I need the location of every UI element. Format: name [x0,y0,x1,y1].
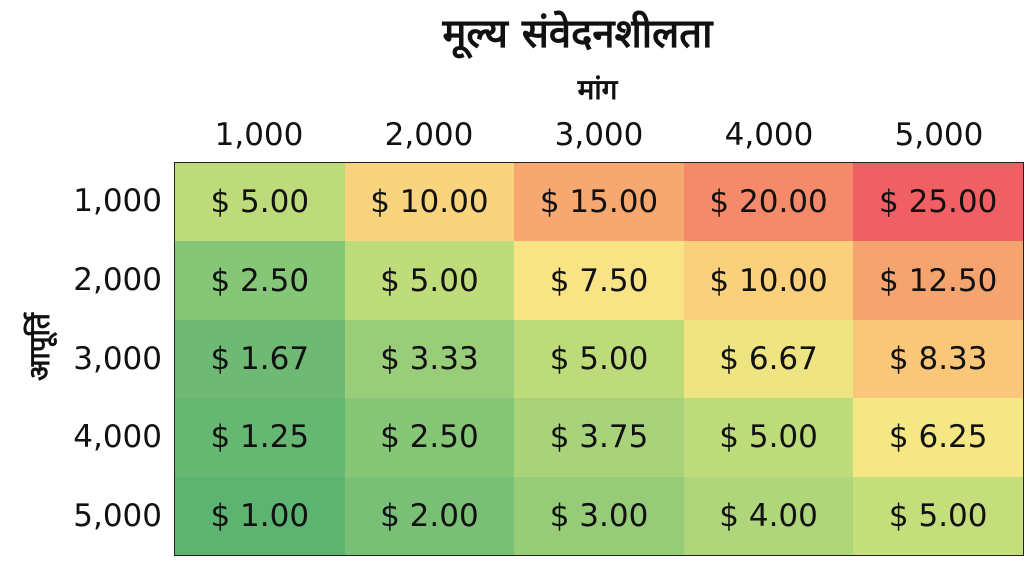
heatmap-cell-r1-c2: $ 10.00 [344,163,515,242]
heatmap-cell-r2-c2: $ 5.00 [344,241,515,320]
heatmap-cell-r5-c3: $ 3.00 [514,476,684,555]
heatmap-cell-r2-c3: $ 7.50 [514,241,684,320]
heatmap-cell-r4-c4: $ 5.00 [683,398,854,477]
column-header-4: 4,000 [724,117,814,153]
heatmap-cell-r1-c4: $ 20.00 [683,163,854,242]
column-header-1: 1,000 [214,117,304,153]
heatmap-cell-r5-c4: $ 4.00 [683,476,854,555]
row-header-1: 1,000 [73,183,162,219]
heatmap-cell-r5-c5: $ 5.00 [853,476,1023,555]
heatmap-cell-r3-c5: $ 8.33 [853,319,1023,399]
heatmap-cell-r3-c4: $ 6.67 [683,319,854,399]
heatmap-grid: $ 5.00 $ 10.00 $ 15.00 $ 20.00 $ 25.00 $ 2.50… [174,162,1024,556]
heatmap-cell-r2-c5: $ 12.50 [853,241,1023,320]
heatmap-cell-r3-c2: $ 3.33 [344,319,515,399]
heatmap-cell-r5-c2: $ 2.00 [344,476,515,555]
heatmap-cell-r4-c1: $ 1.25 [175,398,345,477]
heatmap-cell-r1-c1: $ 5.00 [175,163,345,242]
chart-title: मूल्य संवेदनशीलता [442,11,713,57]
column-headers: 1,000 2,000 3,000 4,000 5,000 [174,110,1024,160]
heatmap-cell-r1-c5: $ 25.00 [853,163,1023,242]
heatmap-cell-r3-c3: $ 5.00 [514,319,684,399]
column-header-2: 2,000 [384,117,474,153]
heatmap-cell-r4-c2: $ 2.50 [344,398,515,477]
heatmap-cell-r4-c5: $ 6.25 [853,398,1023,477]
row-header-2: 2,000 [73,261,162,298]
column-axis-title: मांग [577,73,618,106]
heatmap-cell-r5-c1: $ 1.00 [175,476,345,555]
row-header-3: 3,000 [73,340,162,377]
row-header-5: 5,000 [73,498,162,535]
column-header-5: 5,000 [894,117,984,153]
row-headers: 1,000 2,000 3,000 4,000 5,000 [40,162,162,556]
heatmap-cell-r2-c1: $ 2.50 [175,241,345,320]
row-header-4: 4,000 [73,419,162,456]
heatmap-cell-r4-c3: $ 3.75 [514,398,684,477]
heatmap-cell-r3-c1: $ 1.67 [175,319,345,399]
heatmap-cell-r1-c3: $ 15.00 [514,163,684,242]
heatmap-cell-r2-c4: $ 10.00 [683,241,854,320]
column-header-3: 3,000 [554,117,644,153]
